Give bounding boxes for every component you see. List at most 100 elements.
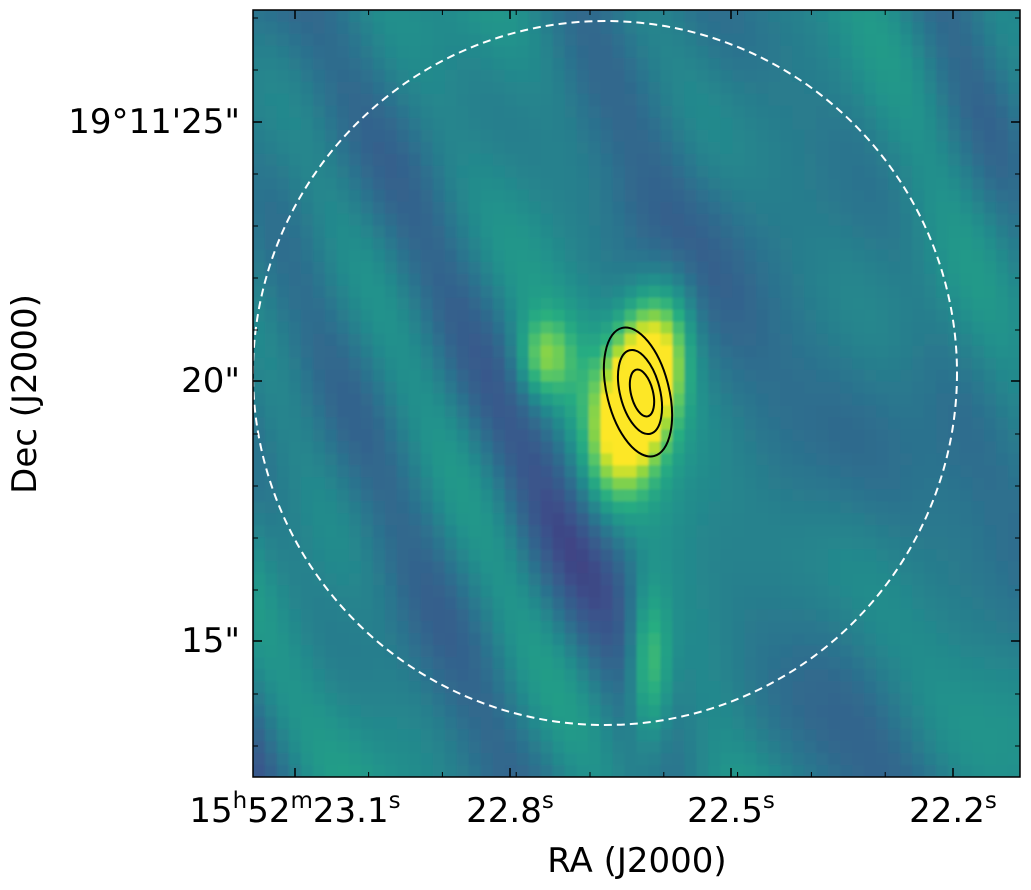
heatmap-cell <box>396 93 410 107</box>
heatmap-cell <box>348 309 362 323</box>
heatmap-cell <box>348 633 362 646</box>
heatmap-cell <box>924 585 937 598</box>
heatmap-cell <box>540 657 554 670</box>
heatmap-cell <box>276 189 290 203</box>
heatmap-cell <box>888 81 901 95</box>
heatmap-cell <box>996 633 1009 646</box>
heatmap-cell <box>253 573 266 586</box>
heatmap-cell <box>732 429 745 443</box>
heatmap-cell <box>492 369 506 383</box>
heatmap-cell <box>804 93 817 107</box>
heatmap-cell <box>816 369 829 383</box>
heatmap-cell <box>288 105 302 119</box>
heatmap-cell <box>432 477 446 490</box>
heatmap-cell <box>816 489 829 502</box>
heatmap-cell <box>924 633 937 646</box>
heatmap-cell <box>864 441 877 455</box>
heatmap-cell <box>660 657 674 670</box>
heatmap-cell <box>312 669 326 682</box>
heatmap-cell <box>516 129 530 143</box>
heatmap-cell <box>780 393 793 407</box>
heatmap-cell <box>660 57 674 71</box>
heatmap-cell <box>768 657 781 670</box>
heatmap-cell <box>792 189 805 203</box>
heatmap-cell <box>324 93 338 107</box>
heatmap-cell <box>420 333 434 347</box>
heatmap-cell <box>648 93 662 107</box>
heatmap-cell <box>672 753 686 766</box>
heatmap-cell <box>960 189 973 203</box>
heatmap-cell <box>468 585 482 598</box>
heatmap-cell <box>540 453 554 466</box>
heatmap-cell <box>576 585 590 598</box>
heatmap-cell <box>936 57 949 71</box>
heatmap-cell <box>948 633 961 646</box>
heatmap-cell <box>648 633 662 646</box>
heatmap-cell <box>264 381 278 395</box>
heatmap-cell <box>253 189 266 203</box>
heatmap-cell <box>888 369 901 383</box>
heatmap-cell <box>1008 537 1020 550</box>
heatmap-cell <box>253 537 266 550</box>
heatmap-cell <box>540 597 554 610</box>
heatmap-cell <box>288 729 302 742</box>
heatmap-cell <box>840 453 853 466</box>
heatmap-cell <box>864 33 877 47</box>
heatmap-cell <box>960 633 973 646</box>
heatmap-cell <box>408 309 422 323</box>
heatmap-cell <box>960 741 973 754</box>
heatmap-cell <box>792 657 805 670</box>
heatmap-cell <box>672 705 686 718</box>
heatmap-cell <box>612 297 626 311</box>
heatmap-cell <box>324 189 338 203</box>
heatmap-cell <box>756 105 769 119</box>
heatmap-cell <box>960 669 973 682</box>
heatmap-cell <box>960 477 973 490</box>
heatmap-cell <box>360 741 374 754</box>
heatmap-cell <box>684 477 698 490</box>
heatmap-cell <box>948 669 961 682</box>
heatmap-cell <box>732 273 745 287</box>
heatmap-cell <box>924 93 937 107</box>
heatmap-cell <box>516 609 530 622</box>
heatmap-cell <box>996 489 1009 502</box>
heatmap-cell <box>624 417 638 431</box>
heatmap-cell <box>360 573 374 586</box>
heatmap-cell <box>396 633 410 646</box>
heatmap-cell <box>540 465 554 478</box>
heatmap-cell <box>1008 261 1020 275</box>
heatmap-cell <box>564 693 578 706</box>
heatmap-cell <box>840 105 853 119</box>
heatmap-cell <box>372 45 386 59</box>
heatmap-cell <box>768 189 781 203</box>
heatmap-cell <box>780 549 793 562</box>
heatmap-cell <box>792 669 805 682</box>
heatmap-cell <box>588 693 602 706</box>
heatmap-cell <box>336 273 350 287</box>
heatmap-cell <box>408 525 422 538</box>
heatmap-cell <box>672 249 686 263</box>
heatmap-cell <box>960 81 973 95</box>
heatmap-cell <box>828 105 841 119</box>
heatmap-cell <box>264 21 278 35</box>
heatmap-cell <box>564 477 578 490</box>
heatmap-cell <box>396 705 410 718</box>
heatmap-cell <box>696 225 709 239</box>
heatmap-cell <box>444 597 458 610</box>
heatmap-cell <box>960 10 973 23</box>
heatmap-cell <box>624 453 638 466</box>
heatmap-cell <box>540 285 554 299</box>
heatmap-cell <box>372 309 386 323</box>
heatmap-cell <box>756 285 769 299</box>
heatmap-cell <box>960 525 973 538</box>
heatmap-cell <box>744 189 757 203</box>
heatmap-cell <box>768 333 781 347</box>
heatmap-cell <box>564 585 578 598</box>
heatmap-cell <box>756 117 769 131</box>
heatmap-cell <box>432 21 446 35</box>
heatmap-cell <box>253 213 266 227</box>
heatmap-cell <box>816 117 829 131</box>
heatmap-cell <box>684 717 698 730</box>
heatmap-cell <box>732 645 745 658</box>
heatmap-cell <box>852 573 865 586</box>
